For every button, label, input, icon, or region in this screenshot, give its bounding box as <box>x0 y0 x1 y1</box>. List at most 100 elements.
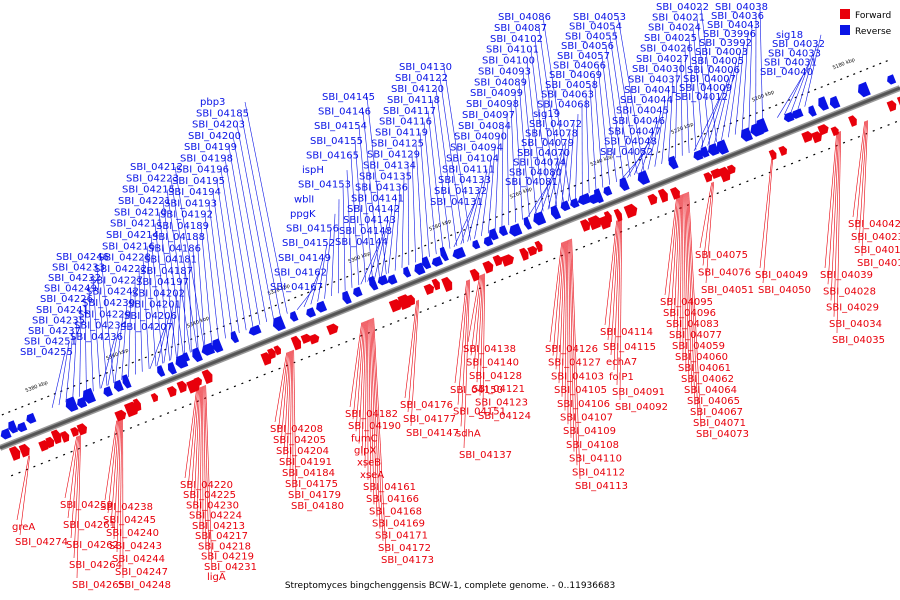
reverse-gene-label: SBI_04239 <box>82 298 135 309</box>
forward-track <box>10 119 900 477</box>
forward-gene-arrow <box>469 268 480 282</box>
reverse-leader-line <box>460 191 480 245</box>
reverse-gene-label: SBI_04097 <box>462 110 515 121</box>
reverse-leader-line <box>783 62 810 116</box>
reverse-leader-line <box>394 187 401 271</box>
reverse-leader-line <box>597 65 611 185</box>
reverse-gene-label: SBI_03996 <box>703 29 756 40</box>
reverse-leader-line <box>748 24 753 130</box>
reverse-gene-label: SBI_04078 <box>525 128 578 139</box>
reverse-gene-arrow <box>791 108 804 119</box>
forward-leader-line <box>705 181 714 284</box>
reverse-gene-label: ispH <box>302 165 324 176</box>
reverse-leader-line <box>100 256 115 384</box>
forward-gene-arrow <box>647 193 658 206</box>
reverse-gene-label: SBI_04090 <box>454 132 507 143</box>
forward-gene-arrow <box>8 446 21 461</box>
forward-gene-arrow <box>431 278 440 291</box>
forward-gene-label: SBI_04121 <box>472 384 525 395</box>
reverse-track <box>0 59 890 417</box>
forward-leader-line <box>552 242 563 356</box>
forward-leader-line <box>205 385 213 571</box>
forward-gene-arrow <box>613 208 623 222</box>
reverse-leader-line <box>324 228 332 299</box>
forward-gene-label: SBI_04095 <box>660 297 713 308</box>
forward-leader-line <box>858 120 867 244</box>
forward-gene-label: SBI_04217 <box>195 531 248 542</box>
forward-leader-line <box>479 273 484 396</box>
reverse-leader-line <box>188 259 192 353</box>
scale-tick-label: 5340 kbp <box>186 315 210 329</box>
forward-leader-line <box>283 351 290 456</box>
reverse-gene-label: SBI_04144 <box>335 237 388 248</box>
reverse-gene-arrow <box>114 379 124 392</box>
forward-leader-line <box>16 455 29 521</box>
reverse-leader-line <box>481 158 492 237</box>
reverse-gene-arrow <box>192 347 203 363</box>
reverse-gene-label: wblI <box>294 194 314 205</box>
forward-gene-arrow <box>527 245 538 257</box>
reverse-gene-arrow <box>167 361 177 375</box>
forward-gene-label: SBI_04050 <box>758 285 811 296</box>
forward-gene-label: SBI_04105 <box>554 385 607 396</box>
reverse-gene-label: SBI_04021 <box>652 12 705 23</box>
forward-gene-label: SBI_04034 <box>829 319 882 330</box>
forward-leader-line <box>349 322 362 408</box>
reverse-gene-label: SBI_04086 <box>498 12 551 23</box>
reverse-gene-label: SBI_04206 <box>124 311 177 322</box>
reverse-gene-label: SBI_04214 <box>106 230 159 241</box>
forward-gene-label: SBI_04140 <box>466 357 519 368</box>
reverse-gene-label: SBI_04026 <box>640 43 693 54</box>
forward-gene-arrow <box>132 398 142 412</box>
reverse-gene-label: SBI_04120 <box>391 84 444 95</box>
reverse-gene-label: SBI_04043 <box>707 20 760 31</box>
forward-gene-label: SBI_04137 <box>459 450 512 461</box>
forward-gene-arrow <box>406 294 415 306</box>
reverse-gene-label: SBI_04232 <box>48 273 101 284</box>
forward-leader-line <box>759 158 772 269</box>
reverse-gene-label: SBI_04196 <box>176 165 229 176</box>
legend-swatch-reverse <box>840 25 850 35</box>
forward-gene-label: SBI_04213 <box>192 521 245 532</box>
reverse-leader-line <box>156 315 170 366</box>
reverse-leader-line <box>367 230 385 282</box>
forward-leader-line <box>482 273 485 410</box>
backbone-group <box>0 59 900 477</box>
forward-leader-line <box>467 275 480 343</box>
forward-gene-label: SBI_04059 <box>672 341 725 352</box>
forward-gene-label: SBI_04259 <box>60 500 113 511</box>
forward-leader-line <box>116 419 121 553</box>
reverse-gene-arrow <box>594 188 604 204</box>
reverse-leader-line <box>804 34 822 107</box>
reverse-gene-label: SBI_04142 <box>347 204 400 215</box>
reverse-gene-label: SBI_04136 <box>355 182 408 193</box>
forward-gene-arrow <box>50 429 62 445</box>
reverse-leader-line <box>692 27 704 148</box>
forward-leader-line <box>568 239 572 438</box>
reverse-leader-line <box>554 143 567 207</box>
forward-gene-arrow <box>587 215 602 231</box>
reverse-leader-line <box>790 53 814 113</box>
forward-leader-line <box>827 132 838 285</box>
forward-gene-arrow <box>326 323 339 336</box>
gene-labels: SBI_04255SBI_04251SBI_04237SBI_04235SBI_… <box>12 2 900 591</box>
forward-gene-arrow <box>492 254 503 267</box>
reverse-gene-arrow <box>619 177 630 191</box>
reverse-leader-line <box>170 293 178 361</box>
forward-gene-label: SBI_04128 <box>469 371 522 382</box>
forward-gene-label: SBI_04077 <box>669 330 722 341</box>
reverse-gene-label: SBI_04228 <box>98 253 151 264</box>
reverse-gene-label: SBI_04009 <box>679 83 732 94</box>
reverse-gene-label: SBI_04036 <box>711 11 764 22</box>
reverse-leader-line <box>100 336 116 389</box>
reverse-leader-line <box>534 38 558 206</box>
reverse-leader-line <box>208 203 226 339</box>
forward-leader-line <box>203 385 207 550</box>
forward-leader-line <box>667 196 678 307</box>
reverse-gene-arrow <box>523 216 532 230</box>
reverse-leader-line <box>310 257 324 305</box>
reverse-gene-arrow <box>783 111 795 123</box>
reverse-gene-arrow <box>740 127 753 142</box>
forward-leader-line <box>67 436 78 519</box>
forward-leader-line <box>473 274 482 369</box>
